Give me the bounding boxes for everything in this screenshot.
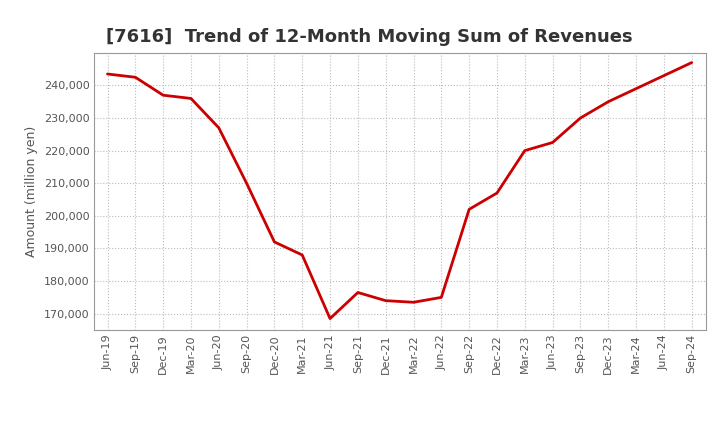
Y-axis label: Amount (million yen): Amount (million yen): [25, 126, 38, 257]
Text: [7616]  Trend of 12-Month Moving Sum of Revenues: [7616] Trend of 12-Month Moving Sum of R…: [106, 28, 632, 46]
